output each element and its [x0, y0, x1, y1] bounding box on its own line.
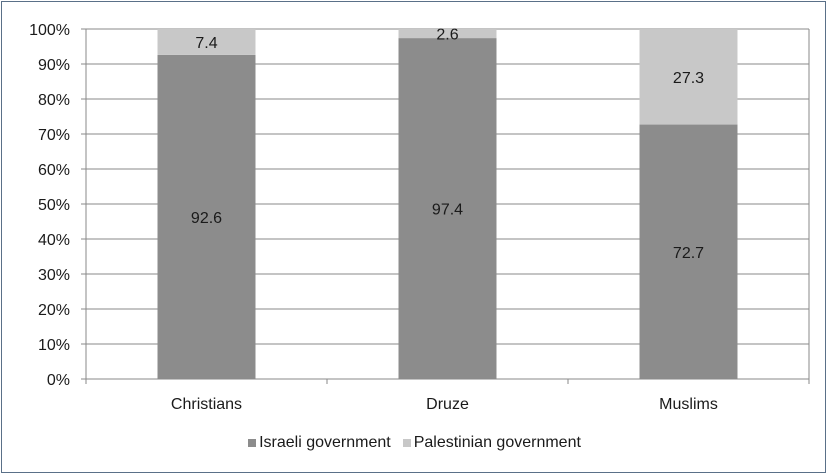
legend-label-palestinian: Palestinian government: [413, 434, 581, 451]
x-category-label-christians: Christians: [171, 396, 242, 413]
y-tick-label: 100%: [29, 22, 70, 39]
bar-druze-israeli-government: [398, 38, 497, 379]
data-labels: 92.6 7.4 97.4 2.6 72.7 27.3: [191, 27, 704, 262]
bar-christians-palestinian-government: [157, 29, 256, 55]
y-tick-labels: 0% 10% 20% 30% 40% 50% 60% 70% 80% 90% 100%: [29, 22, 70, 389]
bar-muslims-israeli-government: [639, 124, 738, 379]
y-tick-label: 20%: [38, 302, 70, 319]
axes: [81, 28, 810, 384]
y-tick-label: 30%: [38, 267, 70, 284]
data-label-druze-israeli-government: 97.4: [432, 202, 463, 219]
y-tick-label: 40%: [38, 232, 70, 249]
legend: Israeli government Palestinian governmen…: [0, 434, 829, 452]
data-label-muslims-palestinian-government: 27.3: [673, 70, 704, 87]
y-tick-label: 60%: [38, 162, 70, 179]
y-tick-label: 0%: [47, 372, 70, 389]
y-tick-label: 10%: [38, 337, 70, 354]
data-label-druze-palestinian-government: 2.6: [436, 27, 458, 44]
data-label-muslims-israeli-government: 72.7: [673, 245, 704, 262]
data-label-christians-palestinian-government: 7.4: [195, 35, 217, 52]
bar-druze-palestinian-government: [398, 29, 497, 39]
legend-item-israeli-government: Israeli government: [248, 434, 391, 452]
y-tick-label: 80%: [38, 92, 70, 109]
bar-muslims-palestinian-government: [639, 29, 738, 125]
legend-swatch-israeli: [248, 439, 257, 447]
x-category-label-muslims: Muslims: [659, 396, 718, 413]
bar-christians-israeli-government: [157, 54, 256, 380]
x-category-label-druze: Druze: [426, 396, 469, 413]
legend-label-israeli: Israeli government: [259, 434, 391, 451]
y-tick-label: 70%: [38, 127, 70, 144]
x-category-labels: Christians Druze Muslims: [171, 396, 718, 413]
bars: [157, 29, 738, 380]
legend-item-palestinian-government: Palestinian government: [402, 434, 581, 452]
y-tick-label: 90%: [38, 57, 70, 74]
stacked-bar-chart: 0% 10% 20% 30% 40% 50% 60% 70% 80% 90% 100% Christ…: [29, 22, 810, 413]
legend-swatch-palestinian: [402, 439, 411, 447]
data-label-christians-israeli-government: 92.6: [191, 210, 222, 227]
y-tick-label: 50%: [38, 197, 70, 214]
